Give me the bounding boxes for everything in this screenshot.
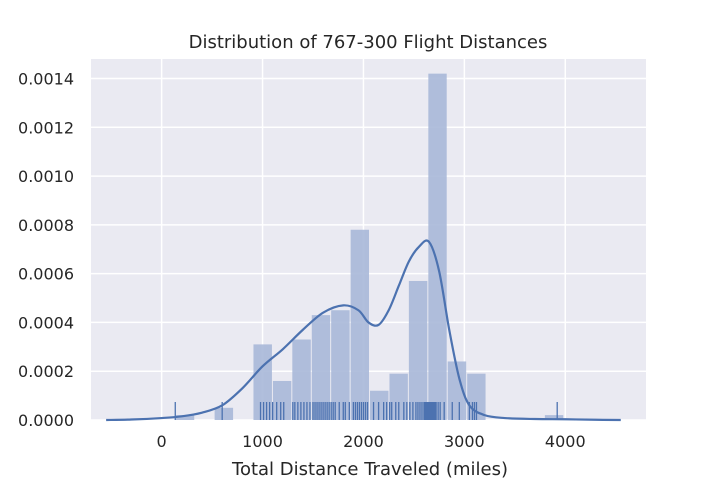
- x-tick-label: 2000: [343, 432, 384, 451]
- x-tick-label: 0: [157, 432, 167, 451]
- y-tick-label: 0.0010: [18, 167, 74, 186]
- histogram-bar: [350, 229, 370, 420]
- x-tick-labels: 0 1000 2000 3000 4000: [157, 432, 586, 451]
- histogram-bar: [214, 407, 234, 420]
- histogram-bar: [331, 310, 350, 420]
- x-axis-label: Total Distance Traveled (miles): [231, 459, 508, 480]
- histogram-bar: [428, 73, 447, 420]
- y-tick-label: 0.0014: [18, 70, 74, 89]
- x-tick-label: 1000: [242, 432, 283, 451]
- y-tick-label: 0.0006: [18, 265, 74, 284]
- histogram-bar: [175, 415, 195, 420]
- histogram-bar: [311, 315, 331, 420]
- histogram-bar: [408, 280, 428, 420]
- histogram-bar: [292, 339, 311, 420]
- chart-title: Distribution of 767-300 Flight Distances: [189, 32, 548, 53]
- kde-curve: [106, 239, 621, 422]
- kde-line: [106, 239, 621, 422]
- y-tick-label: 0.0000: [18, 411, 74, 430]
- x-tick-label: 3000: [444, 432, 485, 451]
- y-tick-label: 0.0004: [18, 313, 74, 332]
- histogram-bar: [272, 380, 292, 420]
- histogram-bar: [544, 415, 564, 420]
- x-tick-label: 4000: [545, 432, 586, 451]
- y-tick-label: 0.0002: [18, 362, 74, 381]
- rug-marks: [174, 402, 558, 420]
- y-tick-label: 0.0008: [18, 216, 74, 235]
- histogram-bar: [370, 390, 389, 420]
- y-tick-label: 0.0012: [18, 118, 74, 137]
- histogram-bars: [175, 73, 564, 420]
- y-tick-labels: 0.0000 0.0002 0.0004 0.0006 0.0008 0.0010 0.00…: [18, 70, 74, 430]
